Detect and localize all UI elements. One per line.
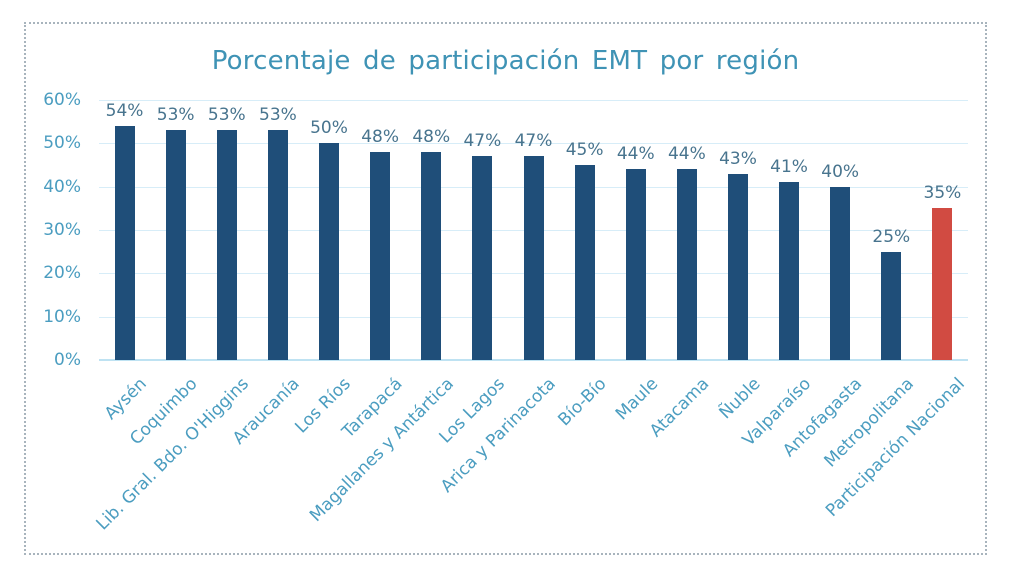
x-axis-category-label: Bío-Bío	[554, 374, 611, 431]
y-axis-tick-label: 40%	[43, 176, 81, 197]
x-axis-category-label: Ñuble	[715, 374, 765, 424]
bar-value-label: 53%	[259, 105, 297, 126]
bar-value-label: 53%	[156, 105, 195, 126]
bar-value-label: 43%	[719, 148, 757, 169]
chart-container[interactable]: Porcentaje de participación EMT por regi…	[24, 22, 987, 555]
bar[interactable]	[881, 251, 902, 360]
bar[interactable]	[267, 130, 288, 360]
bar-value-label: 48%	[412, 127, 451, 147]
chart-title: Porcentaje de participación EMT por regi…	[211, 46, 800, 76]
y-axis-tick-label: 50%	[43, 133, 81, 154]
bar-value-label: 44%	[616, 144, 655, 165]
bar-value-label: 44%	[667, 144, 706, 165]
bar[interactable]	[727, 173, 748, 360]
bar-value-label: 41%	[770, 157, 808, 178]
plot-area: 0% 10% 20% 30% 40% 50% 60% 54% Aysén 53% Coquimbo 5…	[26, 24, 985, 553]
bar[interactable]	[779, 182, 800, 360]
bar-value-label: 45%	[565, 140, 604, 160]
bar-value-label: 48%	[361, 127, 400, 147]
x-axis-category-label: Metropolitana	[820, 374, 918, 472]
bar[interactable]	[165, 130, 186, 360]
bar-value-label: 47%	[514, 131, 553, 152]
y-axis-tick-label: 10%	[43, 306, 81, 327]
x-axis-category-label: Maule	[611, 374, 662, 425]
bar[interactable]	[523, 156, 544, 360]
gridline	[99, 143, 968, 145]
bar-value-label: 47%	[463, 131, 502, 152]
bar[interactable]	[216, 130, 237, 360]
x-axis-line	[99, 359, 968, 361]
bar[interactable]	[114, 126, 135, 360]
y-axis-tick-label: 60%	[43, 90, 81, 110]
bar[interactable]	[319, 143, 340, 360]
bar[interactable]	[421, 152, 442, 360]
bar[interactable]	[370, 152, 391, 360]
bar-value-label: 54%	[105, 101, 144, 121]
bar[interactable]	[574, 165, 595, 360]
bar-value-label: 25%	[872, 226, 911, 247]
y-axis-tick-label: 20%	[43, 263, 81, 284]
bar[interactable]	[472, 156, 493, 360]
gridline	[99, 100, 968, 101]
bar[interactable]	[830, 186, 851, 360]
bar-value-label: 40%	[821, 161, 860, 182]
bar-value-label: 35%	[923, 183, 962, 204]
y-axis-tick-label: 30%	[43, 220, 81, 240]
bar[interactable]	[676, 169, 697, 360]
bar-value-label: 53%	[207, 105, 246, 126]
bar-value-label: 50%	[310, 118, 348, 139]
bar[interactable]	[932, 208, 953, 360]
y-axis-tick-label: 0%	[54, 350, 81, 370]
bar[interactable]	[625, 169, 646, 360]
